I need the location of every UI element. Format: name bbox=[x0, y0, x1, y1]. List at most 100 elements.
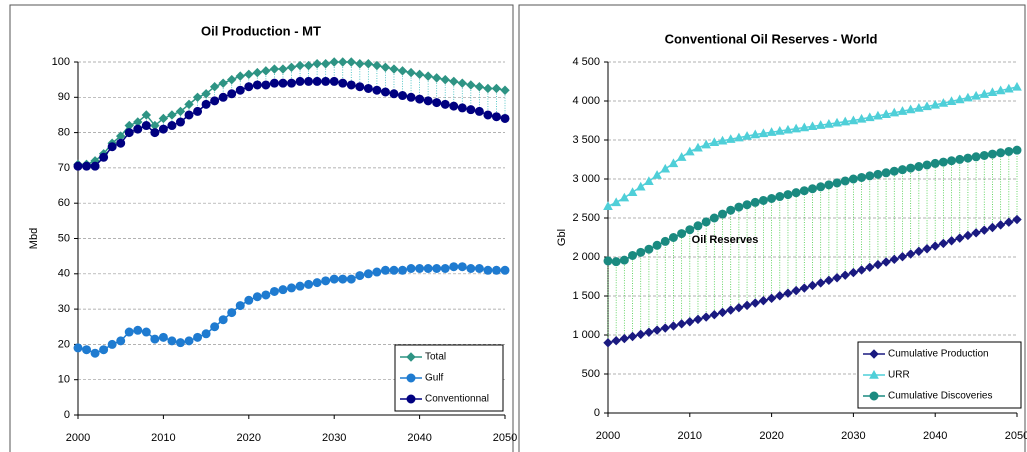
marker bbox=[192, 92, 203, 103]
marker bbox=[922, 160, 932, 170]
marker bbox=[635, 181, 646, 191]
marker bbox=[644, 244, 654, 254]
marker bbox=[963, 230, 973, 241]
marker bbox=[116, 138, 126, 148]
marker bbox=[995, 85, 1006, 95]
marker bbox=[193, 332, 203, 342]
marker bbox=[406, 264, 416, 274]
marker bbox=[742, 200, 752, 210]
marker bbox=[971, 152, 981, 162]
marker bbox=[963, 92, 973, 102]
marker bbox=[235, 71, 245, 81]
marker bbox=[947, 156, 957, 166]
marker bbox=[295, 60, 305, 71]
marker bbox=[840, 176, 850, 186]
marker bbox=[414, 69, 425, 80]
marker bbox=[869, 369, 879, 379]
marker bbox=[930, 99, 941, 109]
y-tick-label: 4 500 bbox=[572, 56, 600, 68]
marker bbox=[848, 115, 859, 125]
marker bbox=[295, 281, 305, 291]
marker bbox=[158, 113, 169, 124]
marker bbox=[329, 76, 339, 86]
marker bbox=[338, 274, 348, 284]
marker bbox=[338, 57, 348, 67]
marker bbox=[685, 225, 695, 235]
marker bbox=[619, 333, 630, 344]
marker bbox=[987, 87, 998, 97]
marker bbox=[90, 161, 100, 171]
marker bbox=[107, 142, 117, 152]
marker bbox=[406, 92, 416, 102]
marker bbox=[611, 197, 622, 207]
marker bbox=[158, 124, 168, 134]
marker bbox=[466, 105, 476, 115]
marker bbox=[474, 106, 484, 116]
marker bbox=[881, 257, 891, 267]
marker bbox=[406, 67, 416, 78]
marker bbox=[150, 334, 160, 344]
marker bbox=[734, 132, 744, 142]
legend-label: Total bbox=[425, 352, 446, 363]
marker bbox=[235, 301, 245, 311]
marker bbox=[676, 152, 687, 161]
marker bbox=[873, 259, 883, 270]
marker bbox=[709, 310, 720, 320]
marker bbox=[355, 271, 365, 281]
marker bbox=[979, 150, 989, 160]
marker bbox=[799, 283, 810, 293]
marker bbox=[987, 149, 997, 159]
marker bbox=[449, 262, 459, 272]
marker bbox=[767, 194, 777, 203]
marker bbox=[758, 295, 769, 306]
marker bbox=[423, 96, 433, 106]
y-tick-label: 90 bbox=[58, 91, 70, 103]
marker bbox=[603, 201, 613, 210]
marker bbox=[474, 82, 485, 92]
x-tick-label: 2020 bbox=[237, 432, 261, 444]
marker bbox=[946, 96, 957, 106]
marker bbox=[774, 126, 785, 135]
marker bbox=[491, 265, 501, 275]
marker bbox=[500, 265, 510, 275]
marker bbox=[432, 98, 442, 108]
marker bbox=[406, 394, 416, 404]
marker bbox=[889, 166, 899, 176]
marker bbox=[856, 265, 867, 275]
marker bbox=[312, 76, 322, 86]
marker bbox=[141, 110, 152, 120]
marker bbox=[750, 129, 761, 139]
marker bbox=[304, 279, 314, 289]
marker bbox=[783, 288, 793, 298]
marker bbox=[995, 220, 1006, 230]
marker bbox=[766, 127, 777, 136]
marker bbox=[406, 373, 416, 383]
marker bbox=[766, 293, 777, 304]
marker bbox=[252, 67, 263, 78]
marker bbox=[449, 101, 459, 111]
marker bbox=[938, 98, 949, 107]
marker bbox=[1012, 214, 1022, 225]
marker bbox=[286, 62, 297, 73]
marker bbox=[457, 78, 468, 88]
marker bbox=[726, 205, 736, 215]
marker bbox=[865, 171, 875, 181]
marker bbox=[619, 192, 630, 202]
marker bbox=[799, 122, 810, 132]
marker bbox=[644, 176, 654, 186]
marker bbox=[175, 338, 185, 348]
marker bbox=[167, 121, 177, 131]
marker bbox=[668, 158, 679, 168]
marker bbox=[799, 186, 809, 196]
marker bbox=[500, 113, 510, 123]
marker bbox=[873, 169, 883, 179]
marker bbox=[603, 338, 613, 348]
marker bbox=[252, 80, 262, 90]
marker bbox=[865, 262, 875, 273]
y-tick-label: 0 bbox=[64, 409, 70, 421]
marker bbox=[193, 106, 203, 116]
marker bbox=[491, 112, 501, 122]
marker bbox=[1004, 217, 1014, 227]
marker bbox=[628, 250, 638, 260]
marker bbox=[269, 64, 280, 74]
